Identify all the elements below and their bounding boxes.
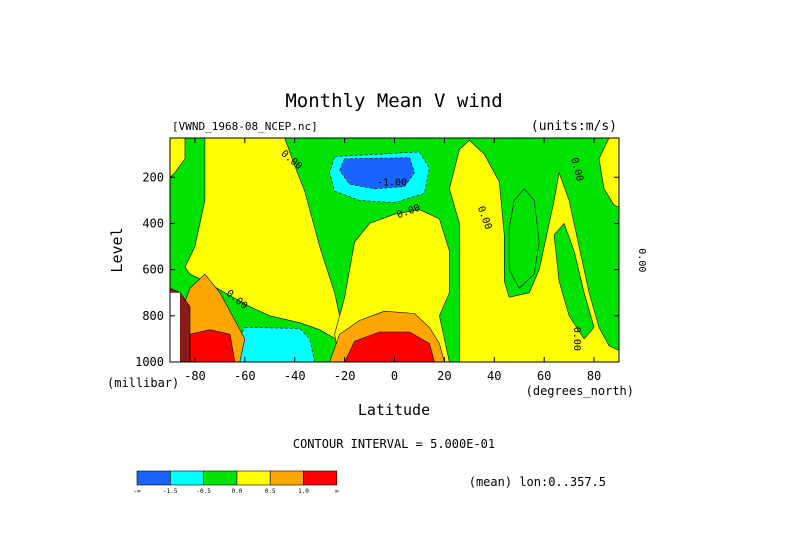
color-legend: -∞ -1.5 -0.5 0.0 0.5 1.0 ∞ bbox=[133, 470, 339, 495]
x-tick-label: 0 bbox=[391, 369, 398, 383]
x-tick-label: -60 bbox=[234, 369, 256, 383]
x-tick-label: -80 bbox=[184, 369, 206, 383]
contour-region-yellow-south-mid bbox=[184, 138, 345, 342]
x-tick-label: -20 bbox=[334, 369, 356, 383]
contour-region-green-north-column bbox=[508, 188, 540, 289]
color-legend-label: -0.5 bbox=[196, 488, 211, 495]
contour-region-green-north-tongue bbox=[553, 222, 595, 340]
color-legend-swatch bbox=[203, 470, 238, 486]
color-legend-label: -1.5 bbox=[163, 488, 178, 495]
color-legend-swatch bbox=[136, 470, 171, 486]
x-axis-label: Latitude bbox=[358, 401, 430, 419]
contour-region-cyan-lower bbox=[234, 327, 316, 362]
y-axis-label: Level bbox=[108, 227, 126, 272]
y-axis-units: (millibar) bbox=[107, 376, 179, 390]
y-tick-label: 1000 bbox=[135, 355, 164, 369]
x-tick-label: 80 bbox=[587, 369, 601, 383]
y-tick-label: 800 bbox=[142, 309, 164, 323]
color-legend-swatch bbox=[303, 470, 338, 486]
contour-region-red-south bbox=[184, 329, 236, 362]
color-legend-label: 0.5 bbox=[265, 488, 276, 495]
contour-region-blue-upper-core bbox=[339, 157, 415, 190]
x-axis-ticks: -80 -60 -40 -20 0 20 40 60 80 bbox=[184, 138, 601, 383]
contour-label: 0.00 bbox=[636, 248, 647, 272]
x-axis-units: (degrees_north) bbox=[526, 384, 634, 398]
units-label: (units:m/s) bbox=[531, 119, 617, 134]
y-tick-label: 200 bbox=[142, 170, 164, 184]
contour-interval-text: CONTOUR INTERVAL = 5.000E-01 bbox=[293, 437, 495, 451]
color-legend-label: -∞ bbox=[133, 488, 141, 495]
x-tick-label: 40 bbox=[487, 369, 501, 383]
x-tick-label: 60 bbox=[537, 369, 551, 383]
contour-region-red-equator bbox=[344, 331, 435, 362]
mean-text: (mean) lon:0..357.5 bbox=[469, 475, 606, 489]
y-axis-ticks: 200 400 600 800 1000 bbox=[135, 170, 619, 369]
color-legend-label: ∞ bbox=[335, 488, 339, 495]
color-legend-swatch bbox=[269, 470, 304, 486]
color-legend-label: 1.0 bbox=[298, 488, 309, 495]
x-tick-label: -40 bbox=[284, 369, 306, 383]
x-tick-label: 20 bbox=[437, 369, 451, 383]
contour-region-white-missing bbox=[170, 292, 180, 362]
color-legend-label: 0.0 bbox=[231, 488, 242, 495]
contour-region-yellow-sw-corner bbox=[170, 138, 186, 178]
color-legend-swatch bbox=[170, 470, 204, 486]
dataset-label: [VWND_1968-08_NCEP.nc] bbox=[172, 120, 318, 133]
y-tick-label: 600 bbox=[142, 263, 164, 277]
contour-region-yellow-north-edge bbox=[598, 138, 619, 208]
contour-label: -1.00 bbox=[377, 177, 407, 188]
chart-title: Monthly Mean V wind bbox=[285, 90, 502, 112]
y-tick-label: 400 bbox=[142, 216, 164, 230]
contour-label: 0.00 bbox=[571, 327, 582, 351]
filled-contour-regions bbox=[170, 138, 619, 362]
color-legend-swatch bbox=[236, 470, 271, 486]
